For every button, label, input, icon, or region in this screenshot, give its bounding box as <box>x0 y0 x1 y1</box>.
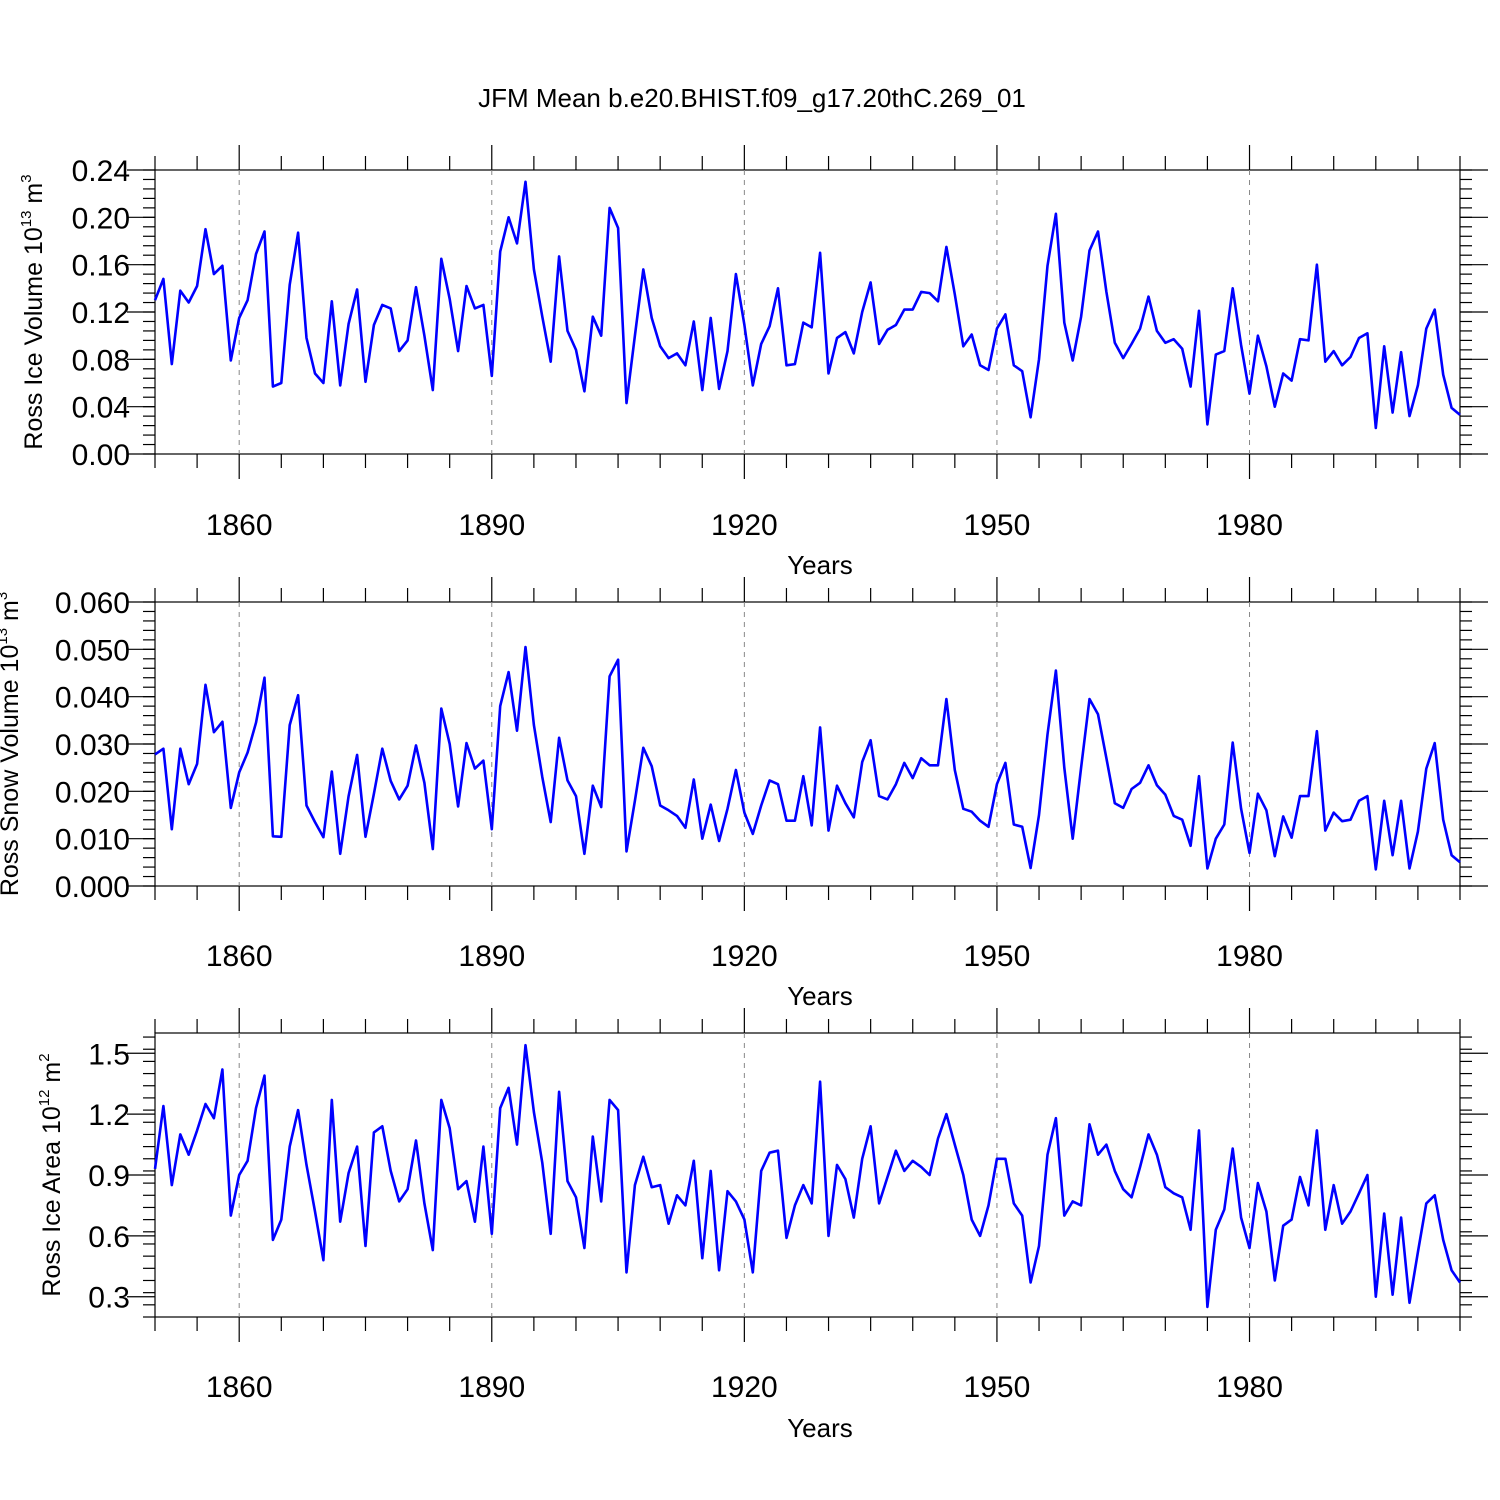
panel-1: 1860 1890 1920 1950 1980 0.00 0.04 0.08 0.12 0.16… <box>18 145 1488 580</box>
y-tick-label: 0.16 <box>72 250 130 283</box>
x-axis-label: Years <box>787 550 853 580</box>
x-tick-label: 1860 <box>206 940 273 973</box>
panel-2: 1860 1890 1920 1950 1980 0.000 0.010 0.020 0.030… <box>0 577 1488 1011</box>
x-tick-label: 1920 <box>711 940 778 973</box>
x-tick-label: 1890 <box>458 1371 525 1404</box>
x-tick-label: 1950 <box>964 1371 1031 1404</box>
x-tick-label: 1920 <box>711 1371 778 1404</box>
y-tick-label: 0.6 <box>88 1221 130 1254</box>
x-tick-label: 1950 <box>964 940 1031 973</box>
y-tick-label: 0.040 <box>55 682 130 715</box>
plot-frame <box>154 601 1461 887</box>
y-tick-label: 0.24 <box>72 155 130 188</box>
x-tick-label: 1920 <box>711 509 778 542</box>
y-tick-label: 0.000 <box>55 871 130 904</box>
y-tick-label: 0.010 <box>55 824 130 857</box>
y-axis-label: Ross Ice Area 1012 m2 <box>36 1053 66 1296</box>
x-axis-label: Years <box>787 981 853 1011</box>
x-tick-label: 1890 <box>458 509 525 542</box>
x-tick-label: 1980 <box>1216 1371 1283 1404</box>
y-tick-label: 0.9 <box>88 1160 130 1193</box>
y-tick-label: 0.12 <box>72 297 130 330</box>
y-tick-label: 1.5 <box>88 1038 130 1071</box>
y-tick-label: 0.030 <box>55 729 130 762</box>
y-tick-label: 0.04 <box>72 392 130 425</box>
x-tick-label: 1980 <box>1216 940 1283 973</box>
y-tick-label: 0.020 <box>55 776 130 809</box>
x-tick-label: 1890 <box>458 940 525 973</box>
series-line <box>153 1043 1462 1309</box>
x-axis-label: Years <box>787 1413 853 1443</box>
x-tick-label: 1980 <box>1216 509 1283 542</box>
y-tick-label: 0.050 <box>55 634 130 667</box>
plot-frame <box>154 1032 1461 1318</box>
y-tick-label: 0.20 <box>72 202 130 235</box>
y-tick-label: 1.2 <box>88 1099 130 1132</box>
y-tick-label: 0.060 <box>55 587 130 620</box>
x-tick-label: 1860 <box>206 1371 273 1404</box>
y-tick-label: 0.00 <box>72 439 130 472</box>
panel-3: 1860 1890 1920 1950 1980 0.3 0.6 0.9 1.2 1.5 Years… <box>36 1008 1488 1443</box>
y-axis-label: Ross Ice Volume 1013 m3 <box>18 174 48 449</box>
chart-title: JFM Mean b.e20.BHIST.f09_g17.20thC.269_0… <box>478 83 1026 113</box>
y-tick-label: 0.08 <box>72 344 130 377</box>
y-axis-label: Ross Snow Volume 1013 m3 <box>0 592 24 896</box>
panels: 1860 1890 1920 1950 1980 0.00 0.04 0.08 0.12 0.16… <box>0 145 1488 1443</box>
x-tick-label: 1860 <box>206 509 273 542</box>
x-tick-label: 1950 <box>964 509 1031 542</box>
y-tick-label: 0.3 <box>88 1282 130 1315</box>
series-line <box>153 180 1461 430</box>
series-line <box>154 645 1461 871</box>
